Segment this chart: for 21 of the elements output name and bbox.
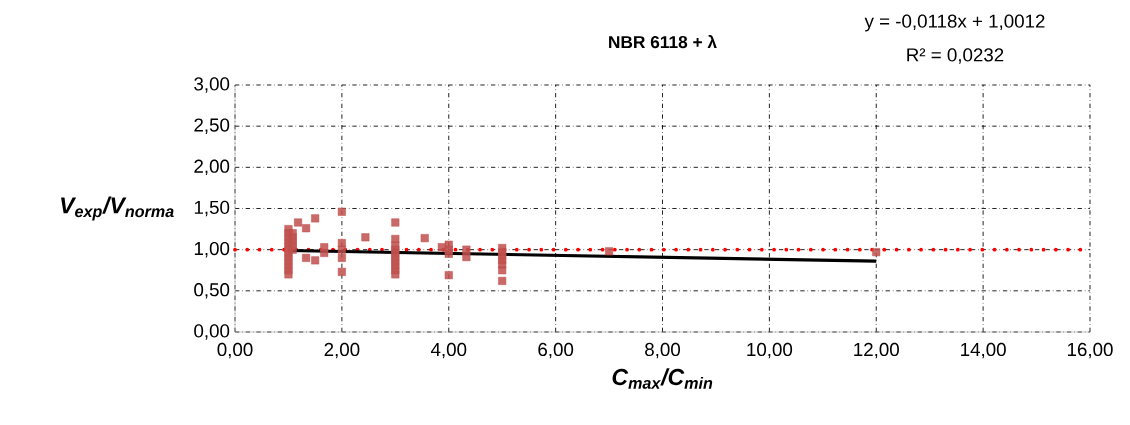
y-tick-label: 1,00 [194,241,230,258]
x-tick-label: 10,00 [747,342,793,359]
y-tick-label: 2,00 [194,159,230,176]
y-tick-label: 0,50 [194,283,230,299]
text: R² = 0,0232 [907,48,1004,64]
x-axis-title: C$_{max}$/C$_{min}$ [612,368,713,389]
x-tick-label: 4,00 [430,342,467,359]
y-axis-title: V$_{exp}$/V$_{norma}$ [61,196,174,221]
x-tick-label: 14,00 [961,342,1006,359]
x-tick-label: 16,00 [1067,342,1113,359]
x-tick-label: 0,00 [217,342,253,359]
text: y = -0,0118x + 1,0012 [864,14,1045,32]
chart-title: NBR 6118 + λ [609,35,717,49]
y-tick-label: 0,00 [194,324,230,340]
y-tick-label: 2,50 [194,118,230,134]
x-tick-label: 12,00 [854,342,899,359]
y-tick-label: 1,50 [194,200,230,217]
x-tick-label: 8,00 [645,342,681,359]
y-tick-label: 3,00 [194,77,230,93]
x-tick-label: 2,00 [324,342,360,359]
x-tick-label: 6,00 [538,342,574,359]
